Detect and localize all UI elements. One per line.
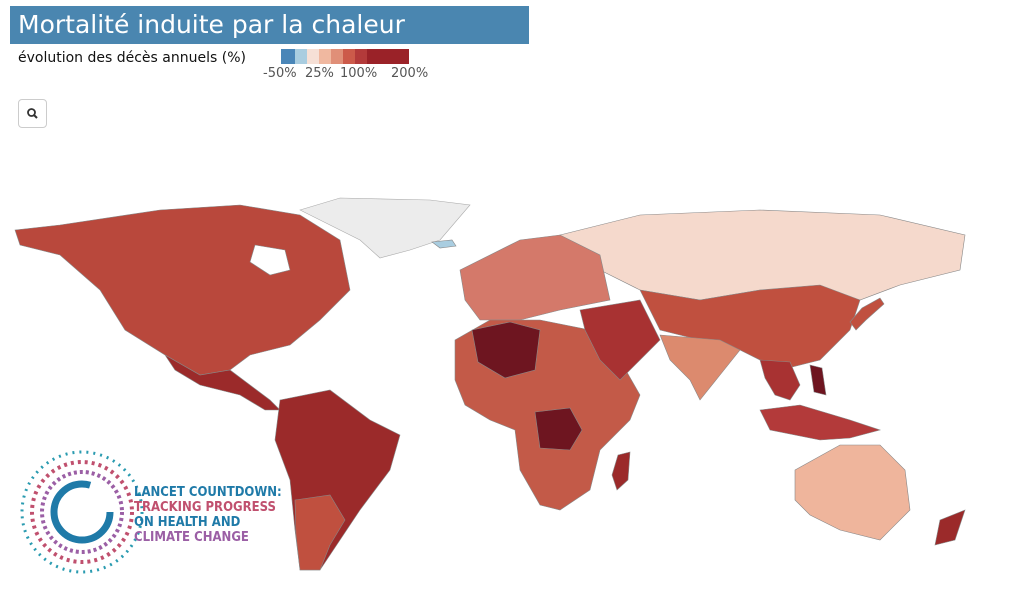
title: Mortalité induite par la chaleur [10, 6, 529, 44]
legend-swatch [367, 49, 409, 64]
legend-swatch [307, 49, 319, 64]
north-america [14, 204, 351, 376]
iceland [431, 239, 457, 249]
philippines [809, 364, 827, 396]
legend-tick-label: 200% [391, 66, 429, 81]
greenland [299, 197, 471, 259]
logo-text: ON HEALTH AND [134, 515, 241, 530]
search-icon [27, 108, 38, 119]
logo-text: TRACKING PROGRESS [134, 500, 276, 515]
legend-tick-label: 100% [340, 66, 378, 81]
central-africa [534, 407, 583, 451]
japan [849, 297, 885, 331]
india [659, 334, 741, 401]
logo-text: CLIMATE CHANGE [134, 530, 249, 545]
logo-text: LANCET COUNTDOWN: [134, 485, 282, 500]
europe [459, 234, 611, 321]
legend-scale [281, 49, 409, 64]
legend-label: évolution des décès annuels (%) [18, 50, 246, 66]
search-button[interactable] [18, 99, 47, 128]
middle-east [579, 299, 661, 381]
new-zealand [934, 509, 966, 546]
russia [559, 209, 966, 301]
legend-tick-label: 25% [305, 66, 334, 81]
logo: LANCET COUNTDOWN: TRACKING PROGRESS ON H… [20, 450, 282, 574]
sahara [471, 321, 541, 379]
southern-cone [294, 494, 346, 571]
southeast-asia [759, 359, 801, 401]
south-america [274, 389, 401, 571]
legend-swatch [331, 49, 343, 64]
legend-swatch [319, 49, 331, 64]
legend-swatch [343, 49, 355, 64]
legend-tick-label: -50% [263, 66, 297, 81]
indonesia [759, 404, 882, 441]
madagascar [611, 451, 631, 491]
legend-swatch [355, 49, 367, 64]
australia [794, 444, 911, 541]
legend-swatch [295, 49, 307, 64]
hudson-bay [249, 244, 291, 276]
legend-swatch [281, 49, 295, 64]
